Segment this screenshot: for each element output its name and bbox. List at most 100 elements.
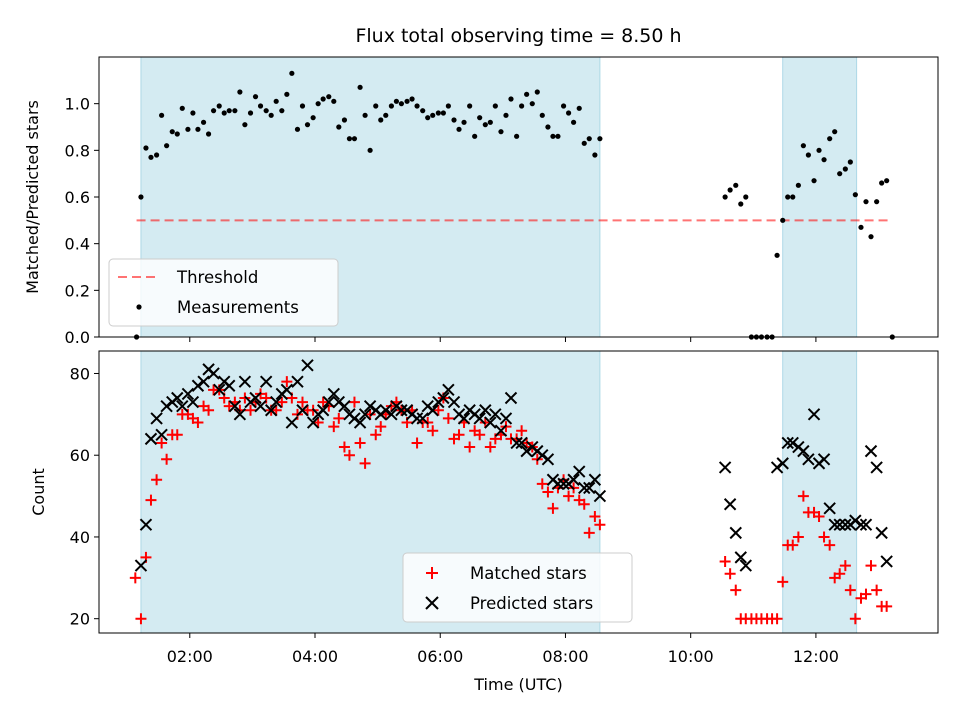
- predicted-star-point: [875, 526, 888, 540]
- predicted-star-point: [416, 412, 429, 425]
- predicted-star-point: [859, 518, 873, 531]
- matched-star-point: [824, 539, 836, 551]
- predicted-star-point: [197, 375, 210, 388]
- y-tick-label: 0.6: [65, 188, 90, 207]
- measurement-point: [847, 159, 853, 165]
- matched-star-point: [333, 412, 345, 424]
- predicted-star-point: [296, 404, 309, 417]
- predicted-star-point: [306, 416, 320, 429]
- matched-star-point: [563, 490, 575, 502]
- measurement-point: [811, 178, 817, 184]
- measurement-point: [154, 152, 160, 158]
- matched-star-point: [453, 429, 465, 441]
- measurement-point: [383, 112, 389, 118]
- measurement-point: [827, 136, 833, 142]
- predicted-star-point: [504, 391, 518, 405]
- measurement-points: [133, 70, 895, 340]
- predicted-star-point: [880, 555, 893, 568]
- predicted-star-point: [541, 453, 555, 466]
- measurement-point: [268, 112, 274, 118]
- measurement-point: [257, 103, 264, 109]
- measurement-point: [430, 112, 436, 118]
- matched-star-point: [792, 531, 804, 543]
- legend-predicted-label: Predicted stars: [470, 594, 593, 613]
- measurement-point: [420, 108, 426, 114]
- measurement-point: [190, 110, 196, 116]
- matched-star-point: [594, 519, 606, 531]
- measurement-point: [221, 110, 227, 116]
- predicted-star-point: [489, 408, 502, 421]
- measurement-point: [226, 108, 232, 114]
- measurement-point: [388, 103, 394, 109]
- measurement-point: [842, 166, 848, 172]
- measurement-point: [273, 98, 279, 104]
- predicted-star-point: [781, 436, 794, 450]
- measurement-point: [858, 224, 864, 230]
- predicted-star-point: [332, 395, 346, 409]
- predicted-star-point: [269, 395, 283, 409]
- predicted-star-point: [410, 412, 424, 425]
- measurement-point: [367, 147, 373, 153]
- measurement-point: [242, 122, 248, 128]
- predicted-star-point: [593, 489, 607, 503]
- matched-star-point: [156, 437, 168, 449]
- predicted-star-point: [864, 444, 878, 458]
- measurement-point: [336, 124, 342, 130]
- measurement-point: [200, 119, 207, 125]
- matched-star-point: [777, 576, 789, 588]
- predicted-star-point: [828, 518, 841, 531]
- measurement-point: [472, 133, 478, 139]
- y-tick-label: 0.8: [65, 141, 90, 160]
- measurement-point: [565, 110, 572, 116]
- predicted-star-point: [499, 412, 513, 425]
- predicted-star-point: [233, 408, 247, 421]
- measurement-point: [514, 133, 520, 139]
- measurement-point: [795, 182, 801, 188]
- measurement-point: [164, 143, 170, 149]
- legend-threshold-label: Threshold: [176, 268, 258, 287]
- matched-star-point: [730, 584, 742, 596]
- matched-star-point: [427, 425, 439, 437]
- predicted-star-point: [588, 473, 602, 486]
- measurement-point: [492, 103, 498, 109]
- predicted-star-point: [223, 379, 236, 392]
- measurement-point: [237, 89, 243, 95]
- measurement-point: [550, 133, 556, 139]
- matched-star-point: [542, 486, 554, 498]
- matched-star-point: [239, 392, 251, 404]
- predicted-star-point: [238, 375, 252, 388]
- matched-star-point: [354, 437, 366, 449]
- predicted-star-point: [134, 559, 148, 572]
- predicted-star-point: [322, 395, 335, 409]
- predicted-star-point: [729, 526, 742, 540]
- matched-star-point: [432, 404, 444, 416]
- observing-span-2: [782, 350, 858, 634]
- measurement-point: [534, 89, 540, 95]
- x-tick-label: 12:00: [793, 647, 839, 666]
- measurement-point: [785, 194, 791, 200]
- legend-measurements-label: Measurements: [177, 298, 299, 317]
- measurement-point: [805, 152, 811, 158]
- matched-star-point: [787, 539, 799, 551]
- predicted-star-point: [473, 412, 486, 425]
- measurement-point: [299, 103, 306, 109]
- predicted-star-point: [144, 432, 158, 446]
- predicted-star-point: [557, 477, 570, 491]
- measurement-point: [169, 129, 175, 135]
- measurement-point: [560, 103, 567, 109]
- matched-star-point: [375, 421, 387, 433]
- measurement-point: [216, 103, 222, 109]
- measurement-point: [863, 199, 869, 205]
- measurement-point: [148, 154, 154, 160]
- measurement-point: [586, 136, 592, 142]
- measurement-point: [357, 84, 363, 90]
- measurement-point: [503, 112, 509, 118]
- predicted-star-point: [457, 412, 471, 425]
- measurement-point: [310, 115, 316, 121]
- top-y-axis-label: Matched/Predicted stars: [23, 100, 42, 294]
- matched-star-point: [192, 417, 204, 429]
- legend-predicted-swatch: [425, 596, 439, 610]
- predicted-star-point: [291, 375, 304, 388]
